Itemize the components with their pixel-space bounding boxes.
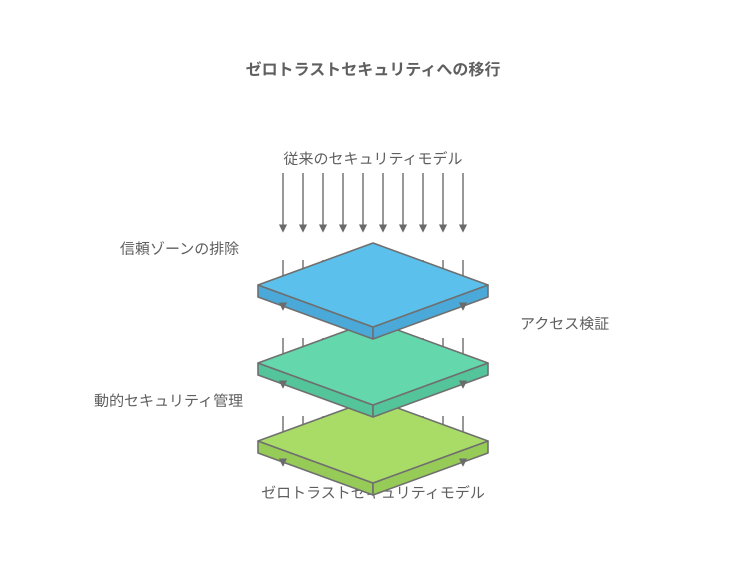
diagram-svg (0, 0, 746, 566)
